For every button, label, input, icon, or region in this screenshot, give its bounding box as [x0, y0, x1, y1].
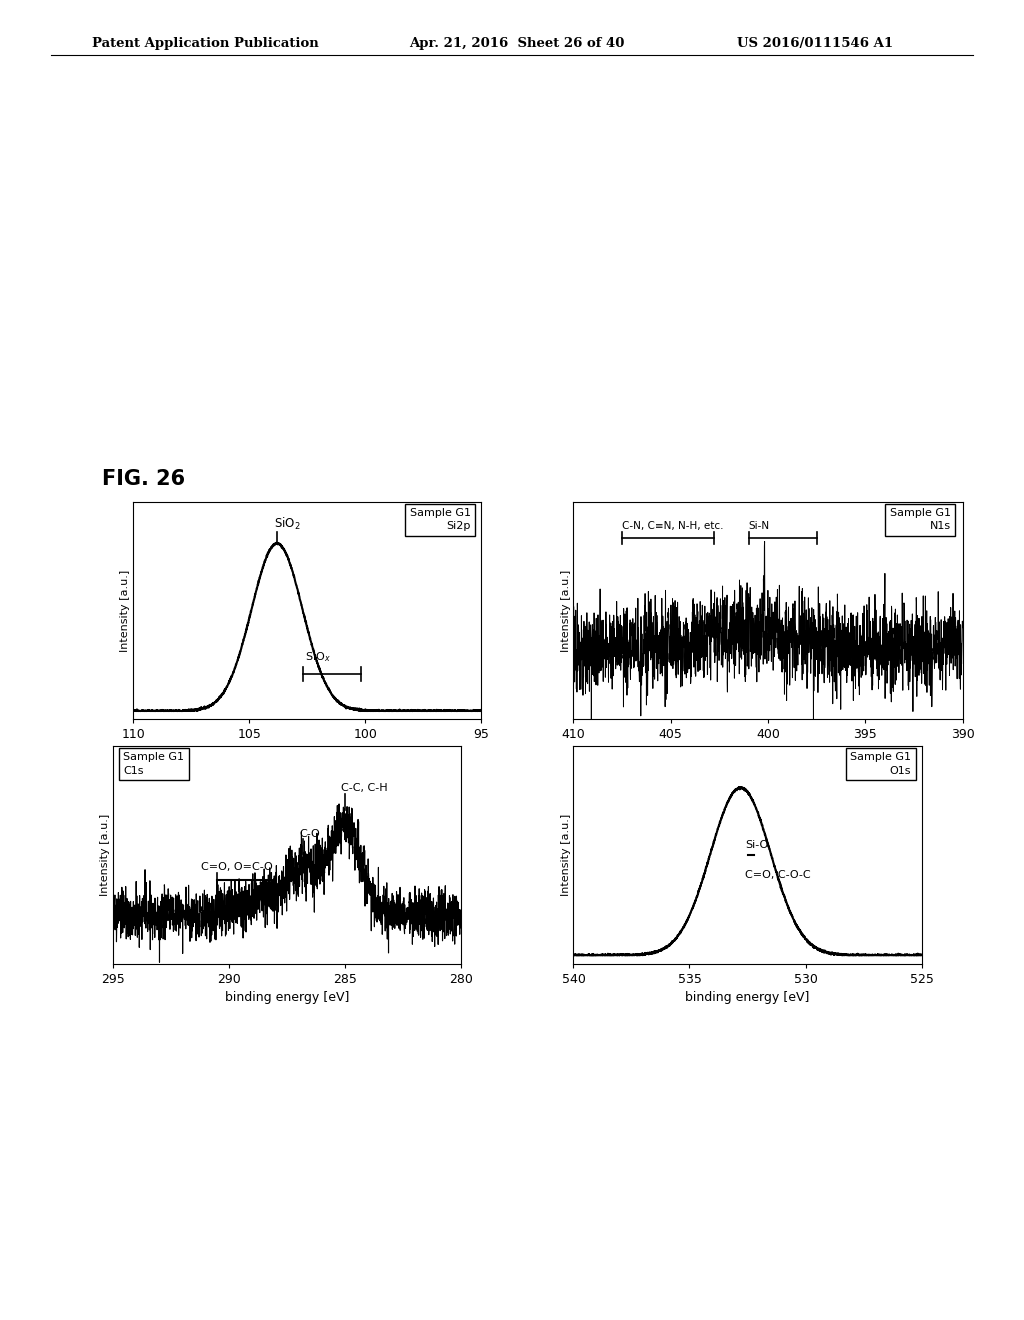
Text: C-N, C≡N, N-H, etc.: C-N, C≡N, N-H, etc. [622, 520, 724, 531]
X-axis label: binding energy [eV]: binding energy [eV] [224, 991, 349, 1005]
Text: Apr. 21, 2016  Sheet 26 of 40: Apr. 21, 2016 Sheet 26 of 40 [410, 37, 625, 50]
Text: US 2016/0111546 A1: US 2016/0111546 A1 [737, 37, 893, 50]
Text: Patent Application Publication: Patent Application Publication [92, 37, 318, 50]
Text: SiO$_x$: SiO$_x$ [305, 651, 331, 664]
Text: C-O: C-O [299, 829, 321, 840]
Text: Sample G1
O1s: Sample G1 O1s [850, 752, 911, 776]
Y-axis label: Intensity [a.u.]: Intensity [a.u.] [561, 813, 570, 896]
Text: C=O, O=C-O: C=O, O=C-O [201, 862, 272, 871]
Text: C=O, C-O-C: C=O, C-O-C [745, 870, 811, 880]
Text: Sample G1
C1s: Sample G1 C1s [123, 752, 184, 776]
Text: Sample G1
N1s: Sample G1 N1s [890, 508, 951, 532]
X-axis label: binding energy [eV]: binding energy [eV] [685, 991, 810, 1005]
Text: Si-O: Si-O [745, 840, 768, 850]
Text: SiO$_2$: SiO$_2$ [273, 516, 300, 532]
Text: C-C, C-H: C-C, C-H [341, 783, 388, 792]
Y-axis label: Intensity [a.u.]: Intensity [a.u.] [121, 569, 130, 652]
Text: Sample G1
Si2p: Sample G1 Si2p [410, 508, 471, 532]
Y-axis label: Intensity [a.u.]: Intensity [a.u.] [561, 569, 570, 652]
Text: FIG. 26: FIG. 26 [102, 469, 185, 488]
X-axis label: binding energy [eV]: binding energy [eV] [706, 747, 830, 760]
Text: Si-N: Si-N [749, 520, 770, 531]
Y-axis label: Intensity [a.u.]: Intensity [a.u.] [100, 813, 110, 896]
X-axis label: binding energy [eV]: binding energy [eV] [245, 747, 370, 760]
